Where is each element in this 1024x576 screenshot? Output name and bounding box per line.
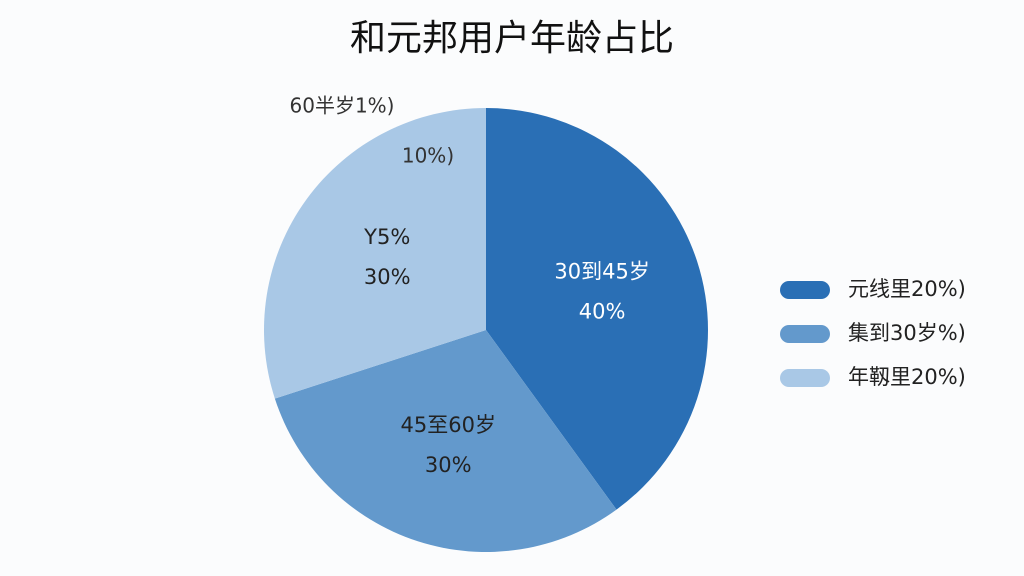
pie-slice bbox=[486, 108, 708, 510]
legend: 元线里20%) 集到30岁%) 年靱里20%) bbox=[780, 277, 966, 389]
legend-label: 元线里20%) bbox=[848, 277, 966, 301]
annotation: 10%) bbox=[402, 144, 454, 168]
legend-label: 年靱里20%) bbox=[848, 365, 966, 389]
legend-swatch bbox=[780, 281, 830, 299]
slice-value-label: 40% bbox=[579, 299, 626, 323]
chart-title: 和元邦用户年龄占比 bbox=[350, 18, 674, 59]
legend-swatch bbox=[780, 325, 830, 343]
legend-swatch bbox=[780, 369, 830, 387]
annotation: 60半岁1%) bbox=[290, 94, 395, 118]
slice-label: 45至60岁 bbox=[401, 413, 496, 437]
slice-value-label: 30% bbox=[364, 265, 411, 289]
slice-label: Y5% bbox=[363, 225, 410, 249]
pie-slice bbox=[274, 330, 617, 553]
slice-value-label: 30% bbox=[425, 453, 472, 477]
pie-slice bbox=[264, 108, 486, 399]
pie: 30到45岁 40% 45至60岁 30% Y5% 30% bbox=[264, 108, 708, 553]
legend-label: 集到30岁%) bbox=[848, 321, 966, 345]
slice-label: 30到45岁 bbox=[554, 259, 649, 283]
